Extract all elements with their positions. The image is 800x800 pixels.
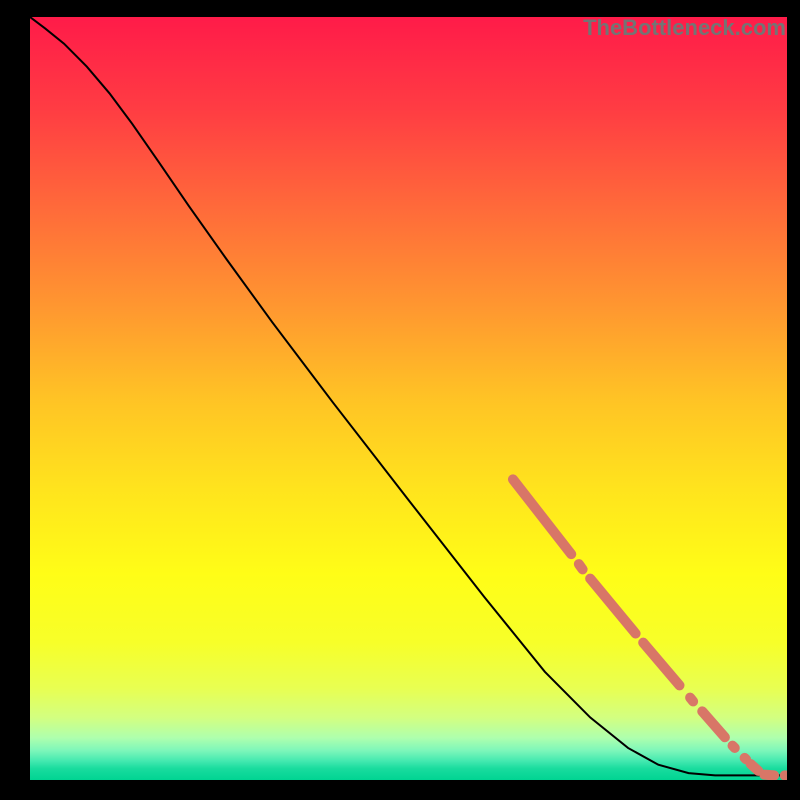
watermark-text: TheBottleneck.com — [583, 15, 786, 41]
chart-svg — [30, 17, 787, 780]
highlight-dash — [751, 764, 759, 771]
highlight-dash — [579, 564, 583, 569]
plot-area — [30, 17, 787, 780]
highlight-dash — [764, 775, 774, 776]
gradient-background — [30, 17, 787, 780]
highlight-dash — [732, 746, 734, 748]
highlight-dash — [745, 758, 747, 760]
highlight-dash — [690, 698, 693, 702]
